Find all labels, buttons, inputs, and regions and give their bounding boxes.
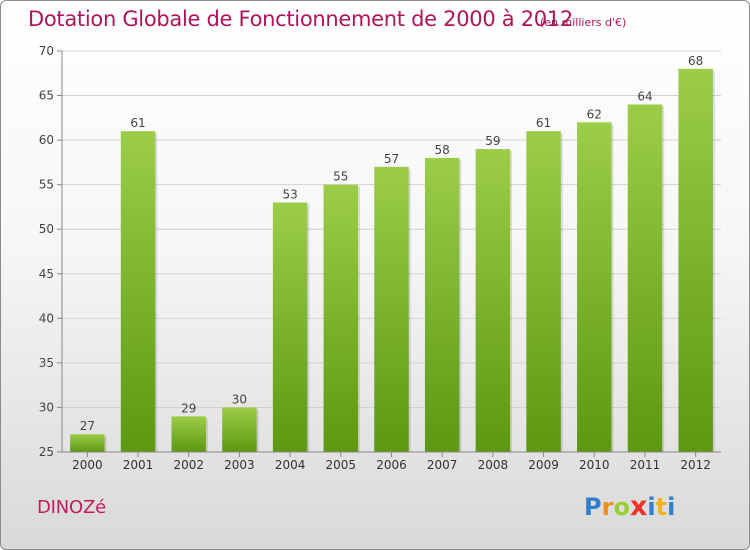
bar: [678, 68, 713, 453]
x-tick-label: 2004: [275, 458, 306, 472]
bar: [120, 131, 156, 452]
data-label: 64: [637, 89, 652, 103]
y-tick-label: 30: [39, 400, 54, 414]
chart-subtitle: (en milliers d'€): [540, 16, 627, 29]
y-tick-label: 40: [39, 311, 54, 325]
commune-name: DINOZé: [37, 497, 107, 518]
proxiti-logo: Proxiti: [584, 491, 675, 522]
y-tick-label: 35: [39, 356, 54, 370]
x-tick-label: 2000: [72, 458, 103, 472]
bars: 27 61 29 30 53 55 57 58 59 61 62 64 68: [70, 54, 715, 453]
y-tick-label: 65: [39, 89, 54, 103]
x-tick-label: 2012: [680, 458, 711, 472]
data-label: 68: [688, 54, 703, 68]
logo-letter: x: [629, 491, 648, 522]
bar: [171, 416, 206, 452]
x-tick-label: 2007: [427, 458, 458, 472]
y-tick-label: 50: [39, 222, 54, 236]
data-label: 58: [435, 143, 450, 157]
data-label: 27: [80, 419, 95, 433]
bar: [526, 131, 561, 452]
data-label: 53: [282, 187, 297, 201]
bar: [627, 104, 663, 452]
logo-letter: i: [667, 493, 676, 521]
logo-letter: r: [601, 493, 614, 521]
bar: [272, 202, 308, 452]
bar: [70, 434, 105, 452]
data-label: 29: [181, 401, 196, 415]
bar: [374, 166, 409, 452]
bar: [577, 122, 612, 453]
x-tick-label: 2002: [173, 458, 204, 472]
bar: [222, 407, 257, 452]
y-tick-label: 70: [39, 44, 54, 58]
data-label: 30: [232, 392, 247, 406]
x-tick-label: 2010: [579, 458, 610, 472]
x-axis: 2000 2001 2002 2003 2004 2005 2006 2007 2008 2009…: [62, 451, 721, 472]
x-tick-label: 2006: [376, 458, 407, 472]
y-tick-label: 55: [39, 178, 54, 192]
bar: [475, 149, 511, 452]
data-label: 55: [333, 170, 348, 184]
logo-letter: o: [613, 493, 630, 521]
data-label: 62: [587, 107, 602, 121]
bar: [424, 157, 460, 452]
y-tick-label: 60: [39, 133, 54, 147]
bar: [323, 184, 359, 452]
x-tick-label: 2005: [326, 458, 357, 472]
y-tick-label: 45: [39, 267, 54, 281]
y-axis: 25 30 35 40 45 50 55 60 65 70: [39, 44, 63, 459]
x-tick-label: 2001: [123, 458, 154, 472]
data-label: 61: [130, 116, 145, 130]
logo-letter: P: [584, 493, 602, 521]
y-tick-label: 25: [39, 445, 54, 459]
data-label: 61: [536, 116, 551, 130]
data-label: 59: [485, 134, 500, 148]
x-tick-label: 2003: [224, 458, 255, 472]
logo-letter: t: [655, 493, 668, 521]
chart-title: Dotation Globale de Fonctionnement de 20…: [28, 7, 573, 31]
x-tick-label: 2008: [478, 458, 509, 472]
x-tick-label: 2009: [528, 458, 559, 472]
x-tick-label: 2011: [630, 458, 661, 472]
data-label: 57: [384, 152, 399, 166]
logo-letter: i: [647, 493, 656, 521]
